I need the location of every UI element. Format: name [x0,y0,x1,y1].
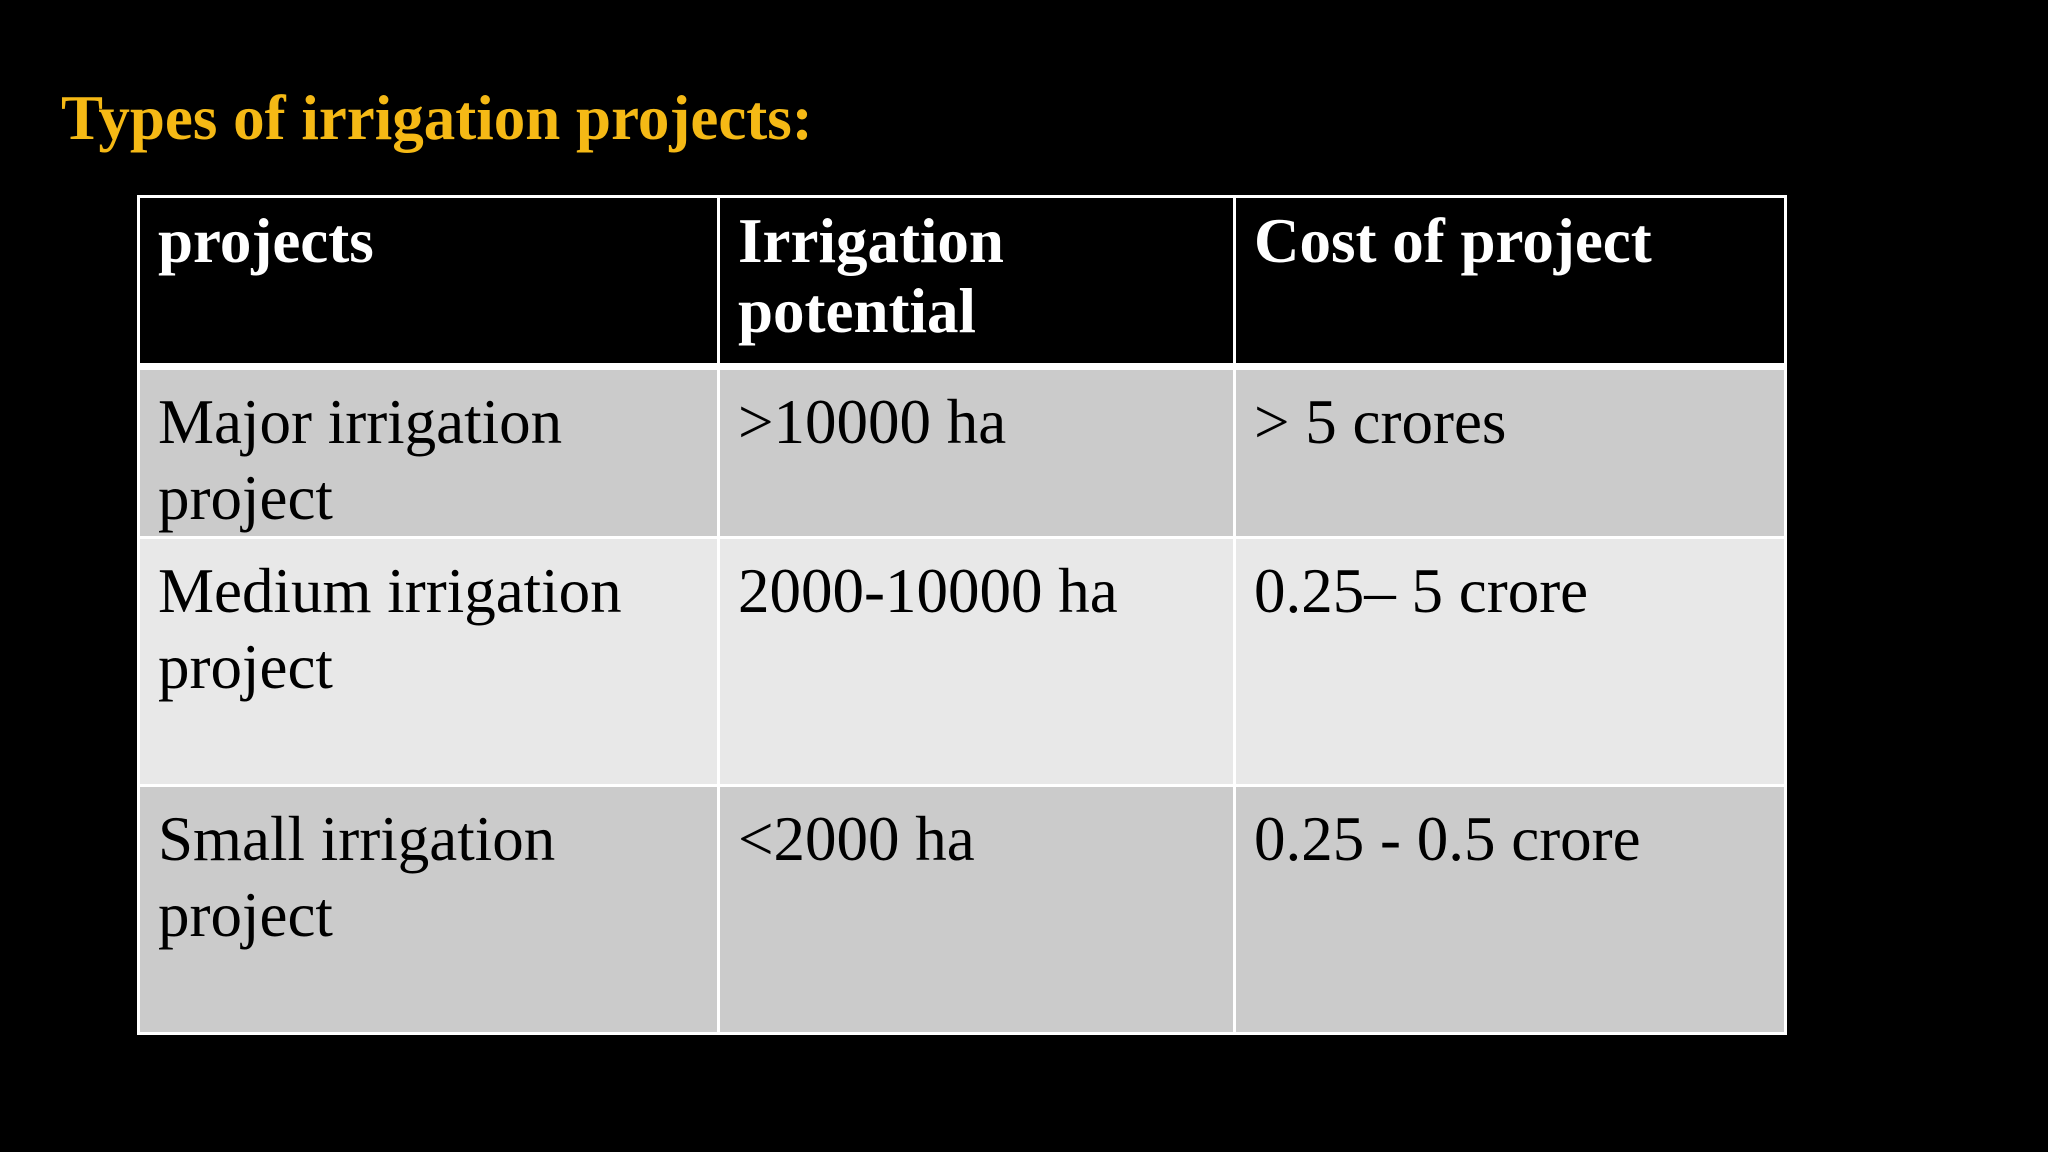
header-cost-of-project: Cost of project [1233,195,1787,370]
cell-cost: 0.25– 5 crore [1233,536,1787,787]
table-row: Medium irrigation project 2000-10000 ha … [137,536,1787,787]
cell-cost: 0.25 - 0.5 crore [1233,784,1787,1035]
cell-irrigation-potential: <2000 ha [717,784,1236,1035]
header-projects: projects [137,195,720,370]
table-header-row: projects Irrigation potential Cost of pr… [137,195,1787,370]
table-row: Small irrigation project <2000 ha 0.25 -… [137,784,1787,1035]
slide-title: Types of irrigation projects: [61,83,813,153]
header-irrigation-potential: Irrigation potential [717,195,1236,370]
irrigation-projects-table: projects Irrigation potential Cost of pr… [137,195,1787,1035]
cell-project-type: Major irrigation project [137,365,720,539]
cell-project-type: Small irrigation project [137,784,720,1035]
cell-irrigation-potential: 2000-10000 ha [717,536,1236,787]
cell-project-type: Medium irrigation project [137,536,720,787]
cell-irrigation-potential: >10000 ha [717,365,1236,539]
table-row: Major irrigation project >10000 ha > 5 c… [137,365,1787,539]
cell-cost: > 5 crores [1233,365,1787,539]
